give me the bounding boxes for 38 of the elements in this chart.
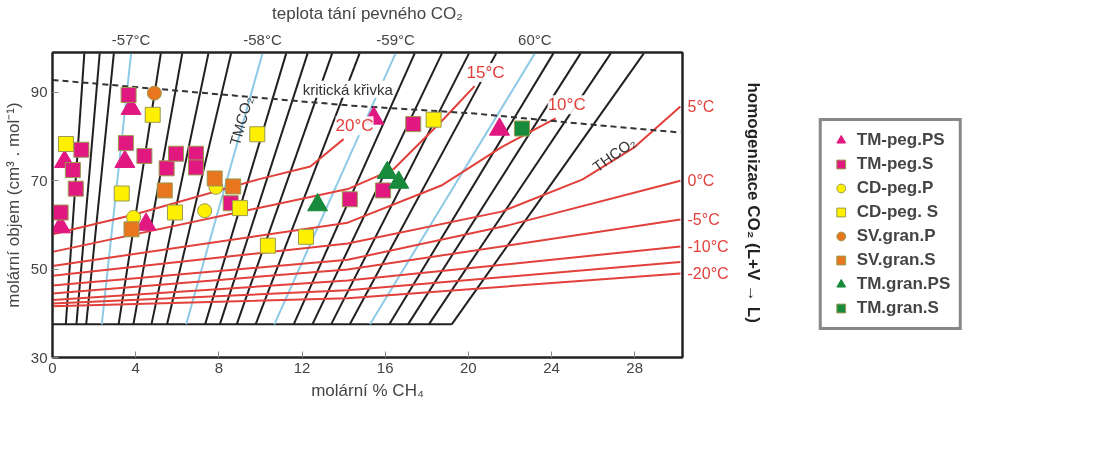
series-label: -5°C: [687, 211, 720, 229]
annotation: kritická křivka: [302, 80, 394, 98]
x-tick-label: 24: [543, 358, 560, 376]
y-tick-label: 70: [30, 171, 48, 189]
legend-label: CD-peg.P: [856, 177, 934, 198]
y-axis-title: molární objem (cm³ . mol⁻¹): [3, 102, 23, 308]
y-tick-label: 90: [30, 83, 48, 101]
series-label: -59°C: [376, 30, 415, 48]
y2-axis-title: homogenizace CO₂ (L+V → L): [743, 82, 763, 323]
legend-label: CD-peg. S: [856, 201, 938, 222]
legend-label: SV.gran.S: [856, 249, 936, 270]
legend-label: TM.gran.S: [856, 297, 939, 318]
series-label: -58°C: [243, 30, 282, 48]
legend-label: TM.gran.PS: [856, 273, 951, 294]
legend-label: SV.gran.P: [856, 225, 936, 246]
series-label: 15°C: [466, 63, 505, 83]
x-tick-label: 0: [48, 358, 57, 376]
x-tick-label: 16: [376, 358, 394, 376]
series-label: 10°C: [547, 95, 586, 115]
series-label: -57°C: [111, 30, 151, 48]
series-label: 60°C: [518, 30, 552, 48]
series-label: -20°C: [687, 265, 729, 283]
series-label: 20°C: [335, 116, 374, 136]
x-axis-title: molární % CH₄: [311, 380, 424, 400]
legend-label: TM-peg.PS: [856, 129, 945, 150]
x-tick-label: 8: [214, 358, 224, 376]
y-tick-label: 30: [30, 348, 48, 366]
x-tick-label: 28: [626, 358, 644, 376]
annotation: TMCO₂: [226, 94, 256, 148]
legend-label: TM-peg.S: [856, 153, 934, 174]
y-tick-label: 50: [30, 260, 48, 278]
x-tick-label: 12: [293, 358, 311, 376]
x-tick-label: 20: [460, 358, 477, 376]
series-label: 5°C: [687, 97, 715, 115]
series-label: -10°C: [687, 238, 729, 256]
series-label: 0°C: [687, 172, 715, 190]
x2-axis-title: teplota tání pevného CO₂: [272, 3, 463, 23]
x-tick-label: 4: [131, 358, 140, 376]
